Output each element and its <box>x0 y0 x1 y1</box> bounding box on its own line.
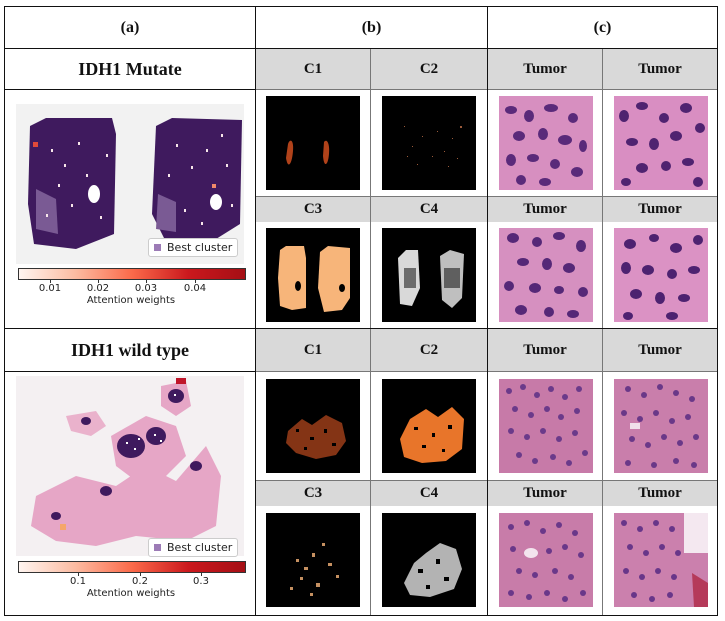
column-header-c: (c) <box>593 18 612 36</box>
tile-header-tumor: Tumor <box>603 197 717 222</box>
colorbar-tickmark <box>195 280 196 283</box>
tumor-tile <box>499 513 593 607</box>
cluster-map-c3 <box>266 513 360 607</box>
colorbar-tick: 0.3 <box>193 576 209 587</box>
legend-swatch <box>154 244 161 251</box>
tile-header-tumor: Tumor <box>603 49 717 89</box>
cell-divider <box>488 371 717 372</box>
cluster-header-c2: C2 <box>371 49 487 89</box>
tile-header-tumor: Tumor <box>488 49 602 89</box>
cell-divider <box>370 49 371 328</box>
cluster-map-c2 <box>382 379 476 473</box>
table-border-top <box>4 6 718 7</box>
column-header-b: (b) <box>361 18 382 36</box>
legend-label: Best cluster <box>167 541 233 554</box>
legend-best-cluster: Best cluster <box>148 238 239 257</box>
cell-divider <box>488 89 717 90</box>
cell-divider <box>370 329 371 615</box>
tile-header-tumor: Tumor <box>488 197 602 222</box>
tile-header-tumor: Tumor <box>488 329 602 371</box>
table-border-bottom <box>4 615 718 616</box>
tumor-tile <box>499 96 593 190</box>
colorbar-tick: 0.01 <box>38 283 62 294</box>
colorbar-tick: 0.03 <box>134 283 158 294</box>
table-rule <box>4 89 255 90</box>
colorbar-tick: 0.02 <box>86 283 110 294</box>
cell-divider <box>488 196 717 197</box>
cluster-map-c4 <box>382 228 476 322</box>
colorbar-tickmark <box>98 280 99 283</box>
colorbar-label: Attention weights <box>86 588 176 599</box>
colorbar-tick: 0.1 <box>70 576 86 587</box>
table-border-right <box>717 6 718 616</box>
colorbar-tickmark <box>201 573 202 576</box>
legend-label: Best cluster <box>167 241 233 254</box>
tumor-tile <box>614 96 708 190</box>
cluster-header-c3: C3 <box>256 197 370 222</box>
table-rule <box>487 6 488 616</box>
cluster-map-c1 <box>266 379 360 473</box>
tile-header-tumor: Tumor <box>488 481 602 506</box>
attention-heatmap-mutate <box>16 104 244 264</box>
colorbar-tick: 0.04 <box>183 283 207 294</box>
row-title-idh1-mutate: IDH1 Mutate <box>78 58 182 79</box>
colorbar-tickmark <box>50 280 51 283</box>
tile-header-tumor: Tumor <box>603 329 717 371</box>
cell-divider <box>602 49 603 328</box>
cell-divider <box>256 196 487 197</box>
cluster-map-c3 <box>266 228 360 322</box>
legend-best-cluster: Best cluster <box>148 538 239 557</box>
table-border-left <box>4 6 5 616</box>
colorbar-mutate <box>18 268 246 280</box>
legend-swatch <box>154 544 161 551</box>
colorbar-wild-type <box>18 561 246 573</box>
tumor-tile <box>614 228 708 322</box>
tumor-tile <box>614 513 708 607</box>
row-title-idh1-wild-type: IDH1 wild type <box>70 339 189 360</box>
tile-header-tumor: Tumor <box>603 481 717 506</box>
cluster-header-c2: C2 <box>371 329 487 371</box>
colorbar-label: Attention weights <box>86 295 176 306</box>
table-rule <box>255 6 256 616</box>
cell-divider <box>256 480 487 481</box>
colorbar-tick: 0.2 <box>132 576 148 587</box>
cluster-map-c2 <box>382 96 476 190</box>
tumor-tile <box>614 379 708 473</box>
table-rule <box>4 371 255 372</box>
tumor-tile <box>499 379 593 473</box>
cluster-map-c4 <box>382 513 476 607</box>
cell-divider <box>488 480 717 481</box>
attention-heatmap-wild-type <box>16 376 244 556</box>
cell-divider <box>256 371 487 372</box>
column-header-a: (a) <box>120 18 140 36</box>
table-rule <box>4 328 718 329</box>
cluster-header-c1: C1 <box>256 49 370 89</box>
figure-table: (a) (b) (c) IDH1 Mutate Best cluster 0.0… <box>4 6 718 616</box>
cell-divider <box>256 89 487 90</box>
colorbar-tickmark <box>78 573 79 576</box>
tumor-tile <box>499 228 593 322</box>
cluster-header-c1: C1 <box>256 329 370 371</box>
cluster-header-c3: C3 <box>256 481 370 506</box>
cell-divider <box>602 329 603 615</box>
cluster-header-c4: C4 <box>371 481 487 506</box>
cluster-header-c4: C4 <box>371 197 487 222</box>
colorbar-tickmark <box>140 573 141 576</box>
table-rule <box>4 48 718 49</box>
cluster-map-c1 <box>266 96 360 190</box>
colorbar-tickmark <box>146 280 147 283</box>
